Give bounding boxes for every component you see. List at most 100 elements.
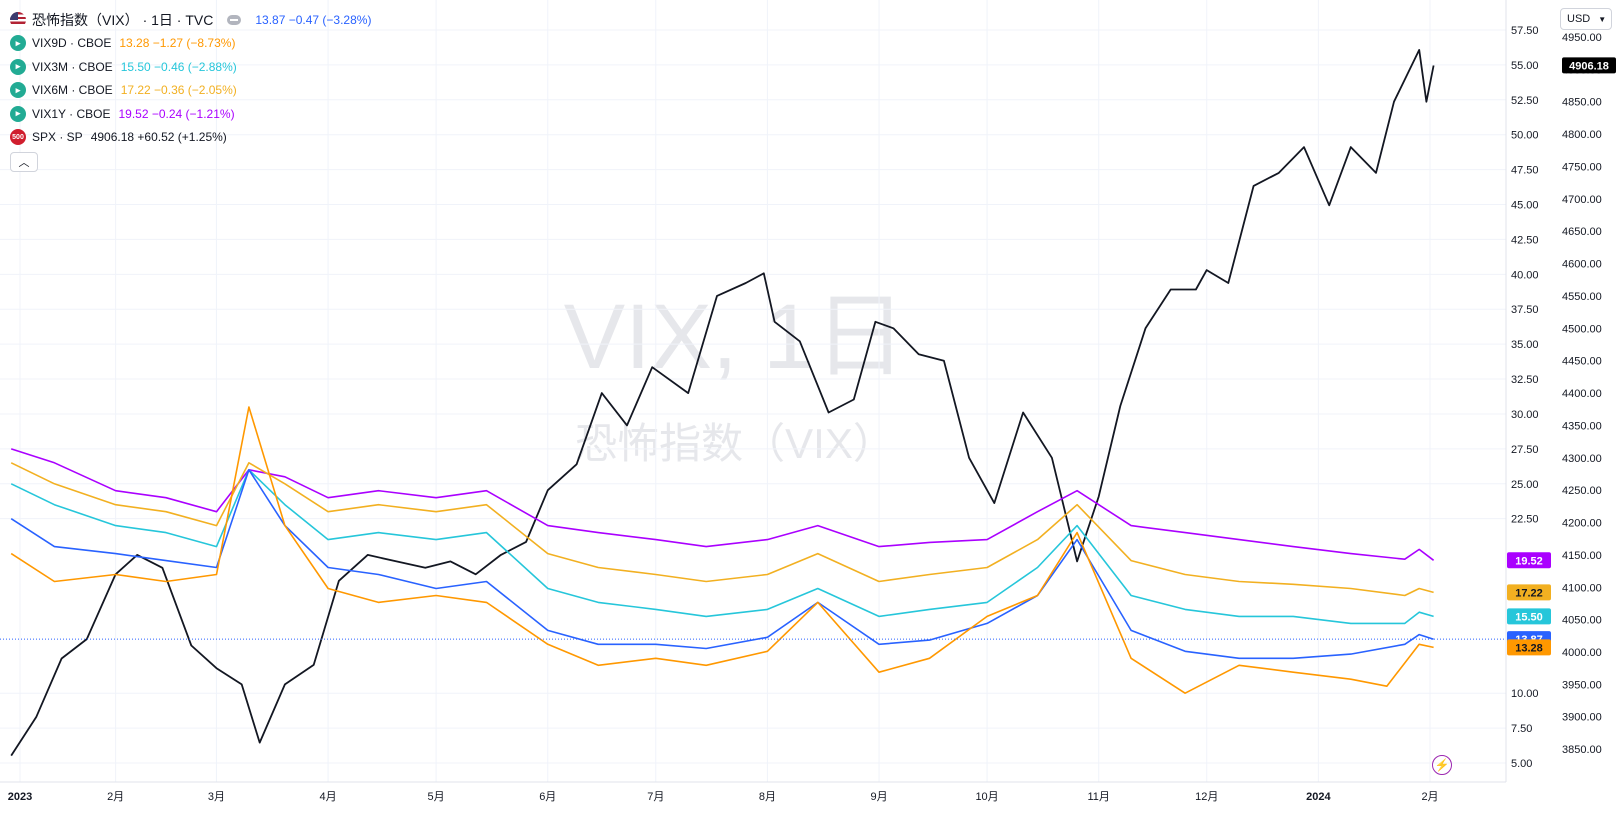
x-tick-label: 10月 [975, 791, 998, 803]
last-value-text: 19.52 [1515, 555, 1543, 567]
last-value-text: 13.28 [1515, 642, 1543, 654]
series-line [10, 406, 1434, 694]
spx-tick-label: 4350.00 [1562, 420, 1602, 432]
market-status-icon[interactable] [227, 14, 242, 25]
vix-tick-label: 50.00 [1511, 130, 1539, 142]
spx-tick-label: 4300.00 [1562, 453, 1602, 465]
legend-row-vix1y[interactable]: ▸ VIX1Y · CBOE 19.52 −0.24 (−1.21%) [10, 102, 371, 126]
x-tick-label: 2023 [8, 791, 32, 803]
series-layer [0, 49, 1506, 757]
vix-tick-label: 47.50 [1511, 165, 1539, 177]
legend-row-spx[interactable]: 500 SPX · SP 4906.18 +60.52 (+1.25%) [10, 126, 371, 150]
spx-tick-label: 4150.00 [1562, 550, 1602, 562]
last-value-text: 15.50 [1515, 611, 1543, 623]
x-tick-label: 9月 [870, 791, 887, 803]
vix-tick-label: 22.50 [1511, 514, 1539, 526]
vix-tick-label: 30.00 [1511, 409, 1539, 421]
legend-symbol: VIX9D · CBOE [32, 36, 112, 51]
spx-tick-label: 4550.00 [1562, 291, 1602, 303]
x-tick-label: 6月 [539, 791, 556, 803]
vix-tick-label: 35.00 [1511, 339, 1539, 351]
last-value-text: 4906.18 [1569, 60, 1609, 72]
chevron-up-icon: ︿ [18, 157, 30, 169]
spx-tick-label: 4100.00 [1562, 582, 1602, 594]
last-value-badge [1507, 552, 1551, 569]
vix-tick-label: 27.50 [1511, 444, 1539, 456]
legend-row-vix6m[interactable]: ▸ VIX6M · CBOE 17.22 −0.36 (−2.05%) [10, 79, 371, 103]
series-line [10, 469, 1434, 625]
legend: 恐怖指数（VIX） · 1日 · TVC 13.87 −0.47 (−3.28%… [10, 8, 371, 172]
legend-values: 13.28 −1.27 (−8.73%) [119, 36, 236, 51]
series-line [10, 448, 1435, 561]
lightning-icon[interactable]: ⚡ [1432, 755, 1452, 775]
spx-tick-label: 4650.00 [1562, 226, 1602, 238]
price-axis[interactable]: 5.00 7.50 10.00 22.50 25.00 27.50 30.00 32.50 35… [1511, 25, 1602, 770]
legend-values: 17.22 −0.36 (−2.05%) [120, 83, 237, 98]
last-value-badge [1507, 584, 1551, 601]
spx-tick-label: 4200.00 [1562, 518, 1602, 530]
watermark-line2: 恐怖指数（VIX） [575, 420, 895, 467]
x-tick-label: 7月 [647, 791, 664, 803]
series-line [10, 469, 1434, 660]
vix-tick-label: 40.00 [1511, 269, 1539, 281]
watermark-line1: VIX, 1日 [564, 286, 907, 388]
vix-tick-label: 5.00 [1511, 758, 1532, 770]
x-tick-label: 2月 [1421, 791, 1438, 803]
legend-symbol: VIX6M · CBOE [32, 83, 113, 98]
spx-tick-label: 4700.00 [1562, 194, 1602, 206]
legend-values: 15.50 −0.46 (−2.88%) [120, 59, 237, 74]
legend-row-vix9d[interactable]: ▸ VIX9D · CBOE 13.28 −1.27 (−8.73%) [10, 32, 371, 56]
spx-tick-label: 4850.00 [1562, 97, 1602, 109]
series-line [10, 49, 1435, 757]
vix-tick-label: 57.50 [1511, 25, 1539, 37]
spx-tick-label: 4000.00 [1562, 647, 1602, 659]
currency-label: USD [1567, 13, 1591, 25]
sp500-logo-icon: 500 [10, 129, 26, 146]
spx-tick-label: 4250.00 [1562, 485, 1602, 497]
x-tick-label: 8月 [759, 791, 776, 803]
vix-tick-label: 37.50 [1511, 304, 1539, 316]
legend-values: 4906.18 +60.52 (+1.25%) [90, 130, 227, 145]
x-tick-label: 2024 [1306, 791, 1331, 803]
series-line [10, 462, 1434, 597]
x-tick-label: 12月 [1195, 791, 1218, 803]
legend-symbol: VIX1Y · CBOE [32, 106, 111, 121]
spx-tick-label: 4050.00 [1562, 615, 1602, 627]
currency-selector[interactable]: USD ▼ [1560, 8, 1612, 30]
x-tick-label: 2月 [107, 791, 124, 803]
last-value-badge [1507, 639, 1551, 656]
legend-values: 19.52 −0.24 (−1.21%) [118, 106, 235, 121]
vix-tick-label: 32.50 [1511, 374, 1539, 386]
main-symbol-interval: · 1日 · TVC [142, 11, 214, 28]
vix-tick-label: 7.50 [1511, 723, 1532, 735]
spx-tick-label: 4500.00 [1562, 323, 1602, 335]
legend-symbol: VIX3M · CBOE [32, 59, 113, 74]
time-axis[interactable]: 2023 2月 3月 4月 5月 6月 7月 8月 9月 10月 11月 12月 2024 2月 [8, 791, 1439, 803]
vix-tick-label: 52.50 [1511, 95, 1539, 107]
legend-row-main[interactable]: 恐怖指数（VIX） · 1日 · TVC 13.87 −0.47 (−3.28%… [10, 8, 371, 32]
x-tick-label: 5月 [428, 791, 445, 803]
spx-tick-label: 4750.00 [1562, 161, 1602, 173]
main-symbol-title[interactable]: 恐怖指数（VIX） [32, 11, 139, 28]
cboe-logo-icon: ▸ [10, 105, 26, 122]
spx-tick-label: 4950.00 [1562, 32, 1602, 44]
legend-symbol: SPX · SP [32, 130, 83, 145]
cboe-logo-icon: ▸ [10, 35, 26, 52]
spx-tick-label: 3900.00 [1562, 712, 1602, 724]
spx-tick-label: 3950.00 [1562, 679, 1602, 691]
us-flag-icon [10, 11, 26, 28]
spx-tick-label: 4800.00 [1562, 129, 1602, 141]
chevron-down-icon: ▼ [1598, 14, 1607, 24]
x-tick-label: 3月 [208, 791, 225, 803]
x-tick-label: 4月 [320, 791, 337, 803]
vix-tick-label: 10.00 [1511, 688, 1539, 700]
legend-row-vix3m[interactable]: ▸ VIX3M · CBOE 15.50 −0.46 (−2.88%) [10, 55, 371, 79]
collapse-legend-button[interactable]: ︿ [10, 152, 38, 172]
last-value-badge [1507, 608, 1551, 625]
cboe-logo-icon: ▸ [10, 58, 26, 75]
main-symbol-values: 13.87 −0.47 (−3.28%) [255, 12, 372, 27]
last-value-badge [1562, 57, 1616, 74]
